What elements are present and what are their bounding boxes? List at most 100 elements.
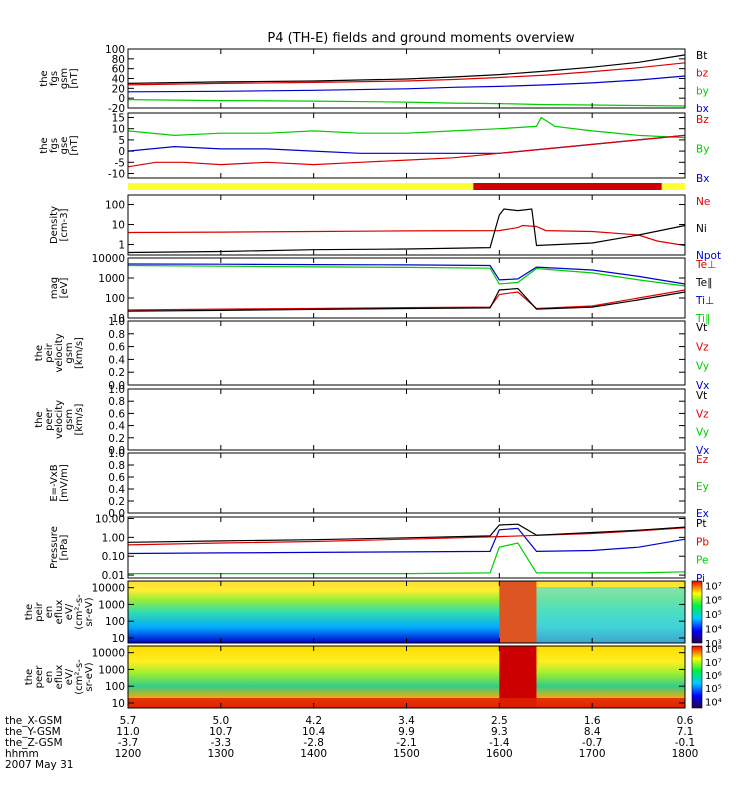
legend-entry-Vy: Vy xyxy=(696,427,709,439)
y-tick-label: 0.4 xyxy=(108,484,125,496)
mode-segment-2 xyxy=(661,183,685,190)
panel-temperature: 10000 1000 100 10 mag [eV] Te⊥ Te∥ Ti⊥ Ti∥ xyxy=(49,253,716,325)
series-line-3 xyxy=(128,542,686,575)
y-axis-label: the xyxy=(34,345,45,361)
legend-entry-Ex: Ex xyxy=(696,508,709,520)
y-tick-label: 1000 xyxy=(98,664,125,676)
y-tick-label: 100 xyxy=(105,200,125,212)
y-axis-label: eflux xyxy=(54,665,65,690)
series-line-3 xyxy=(127,99,686,107)
y-tick-label: 10000 xyxy=(92,648,125,660)
y-axis-label: peer xyxy=(34,665,45,689)
series-line-0 xyxy=(127,116,686,139)
legend-entry-Pt: Pt xyxy=(696,518,706,530)
series-line-2 xyxy=(127,75,686,93)
y-tick-label: 0.01 xyxy=(102,570,125,582)
y-tick-label: -20 xyxy=(108,103,125,115)
y-axis-label: gsm xyxy=(59,68,70,89)
spectrogram-burst xyxy=(499,581,537,643)
y-tick-label: 60 xyxy=(112,64,125,76)
legend-entry-bx: bx xyxy=(696,103,709,115)
y-tick-label: 1.0 xyxy=(108,448,125,460)
panel-frame xyxy=(127,388,686,451)
y-axis-label: sr-eV) xyxy=(84,662,95,691)
footer-value: -1.4 xyxy=(489,737,510,749)
footer-value: -3.3 xyxy=(211,737,232,749)
series-line-1 xyxy=(127,134,686,154)
legend-entry-Vz: Vz xyxy=(696,408,709,420)
footer-value: 1500 xyxy=(393,748,420,760)
legend-entry-Vt: Vt xyxy=(696,390,707,402)
legend-entry-Ez: Ez xyxy=(696,454,709,466)
footer-value: -0.1 xyxy=(675,737,696,749)
panel-density: 100 10 1 Density [cm-3] Ne Ni Npot xyxy=(49,194,721,262)
legend-entry-Te∥: Te∥ xyxy=(695,277,712,289)
y-tick-label: 0.6 xyxy=(108,472,125,484)
y-axis-label: the xyxy=(39,70,50,86)
footer-date: 2007 May 31 xyxy=(5,759,73,771)
footer-value: 3.4 xyxy=(398,715,415,727)
panel-frame xyxy=(127,452,686,514)
series-line-1 xyxy=(127,62,686,86)
y-tick-label: 15 xyxy=(112,112,125,124)
y-tick-label: 0 xyxy=(118,93,125,105)
series-line-2 xyxy=(127,134,686,168)
y-tick-label: 0.0 xyxy=(108,508,125,520)
colorbar-tick-label: 10⁵ xyxy=(705,610,722,621)
y-tick-label: 0 xyxy=(118,146,125,158)
series-line-1 xyxy=(127,527,686,546)
footer-row-label: the_Z-GSM xyxy=(5,737,63,749)
series-line-0 xyxy=(127,224,686,247)
legend-entry-Vz: Vz xyxy=(696,341,709,353)
footer-value: 0.6 xyxy=(677,715,694,727)
y-tick-label: 0.4 xyxy=(108,421,125,433)
footer-value: 7.1 xyxy=(677,726,694,738)
panel-frame xyxy=(127,112,686,179)
y-tick-label: 10000 xyxy=(92,253,125,265)
y-axis-label: peir xyxy=(44,342,55,362)
legend-entry-Ti⊥: Ti⊥ xyxy=(695,295,714,307)
legend-entry-Ni: Ni xyxy=(696,223,707,235)
y-axis-label: [nT] xyxy=(69,68,80,88)
colorbar xyxy=(691,645,703,709)
legend-entry-Ey: Ey xyxy=(696,481,709,493)
footer-value: -3.7 xyxy=(118,737,139,749)
y-tick-label: 100 xyxy=(105,616,125,628)
colorbar-tick-label: 10⁷ xyxy=(705,581,722,592)
y-axis-label: eflux xyxy=(54,600,65,625)
y-tick-label: 10 xyxy=(112,633,125,645)
footer-value: 5.0 xyxy=(212,715,229,727)
y-axis-label: Density xyxy=(49,206,60,244)
legend-entry-Pi: Pi xyxy=(696,573,705,585)
y-tick-label: 0.2 xyxy=(108,496,125,508)
y-axis-label: [nPa] xyxy=(59,534,70,560)
series-line-3 xyxy=(127,287,686,312)
footer-value: 1700 xyxy=(579,748,606,760)
y-tick-label: 20 xyxy=(112,83,125,95)
colorbar-tick-label: 10⁷ xyxy=(705,658,722,669)
y-tick-label: 0.4 xyxy=(108,354,125,366)
y-tick-label: -10 xyxy=(108,169,125,181)
spectrogram-region xyxy=(536,587,685,643)
y-tick-label: 0.2 xyxy=(108,433,125,445)
legend-entry-Vy: Vy xyxy=(696,361,709,373)
y-tick-label: 10 xyxy=(112,313,125,325)
series-line-1 xyxy=(127,208,686,254)
y-axis-label: the xyxy=(24,604,35,620)
y-tick-label: 0.0 xyxy=(108,380,125,392)
legend-entry-Te⊥: Te⊥ xyxy=(695,259,716,271)
panel-mode-bar xyxy=(128,183,685,190)
y-tick-label: 80 xyxy=(112,54,125,66)
series-line-0 xyxy=(127,54,686,84)
y-axis-label: (cm²-s- xyxy=(74,659,85,695)
footer-value: -2.8 xyxy=(303,737,324,749)
y-axis-label: eV/ xyxy=(64,668,75,685)
y-tick-label: 10 xyxy=(112,698,125,710)
colorbar-tick-label: 10⁵ xyxy=(705,684,722,695)
y-tick-label: 0.6 xyxy=(108,408,125,420)
footer-value: 1600 xyxy=(486,748,513,760)
y-tick-label: 10.00 xyxy=(95,513,125,525)
y-axis-label: mag xyxy=(49,277,60,299)
footer-value: 1800 xyxy=(672,748,699,760)
